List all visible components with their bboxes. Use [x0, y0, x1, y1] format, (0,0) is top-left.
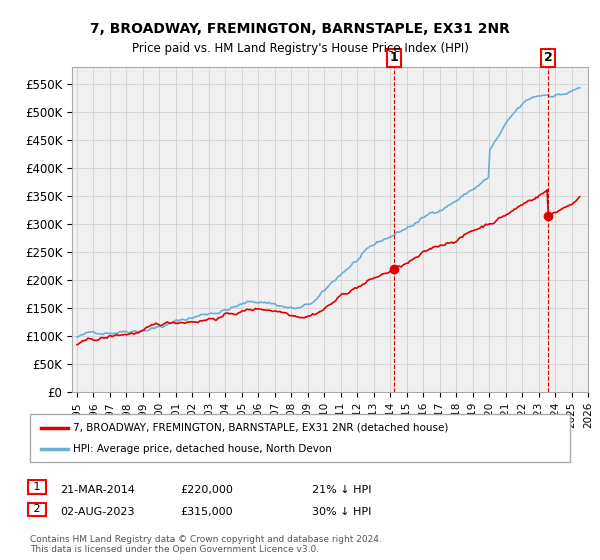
Text: 21% ↓ HPI: 21% ↓ HPI — [312, 485, 371, 495]
Text: Contains HM Land Registry data © Crown copyright and database right 2024.
This d: Contains HM Land Registry data © Crown c… — [30, 535, 382, 554]
Text: HPI: Average price, detached house, North Devon: HPI: Average price, detached house, Nort… — [73, 444, 332, 454]
Text: 21-MAR-2014: 21-MAR-2014 — [60, 485, 135, 495]
Text: 7, BROADWAY, FREMINGTON, BARNSTAPLE, EX31 2NR: 7, BROADWAY, FREMINGTON, BARNSTAPLE, EX3… — [90, 22, 510, 36]
Text: 7, BROADWAY, FREMINGTON, BARNSTAPLE, EX31 2NR (detached house): 7, BROADWAY, FREMINGTON, BARNSTAPLE, EX3… — [73, 423, 449, 433]
Text: 1: 1 — [389, 52, 398, 64]
Text: Price paid vs. HM Land Registry's House Price Index (HPI): Price paid vs. HM Land Registry's House … — [131, 42, 469, 55]
Text: 30% ↓ HPI: 30% ↓ HPI — [312, 507, 371, 517]
Text: 2: 2 — [544, 52, 553, 64]
Text: 1: 1 — [30, 482, 44, 492]
Text: £220,000: £220,000 — [180, 485, 233, 495]
FancyBboxPatch shape — [30, 414, 570, 462]
Text: 2: 2 — [30, 505, 44, 515]
Text: £315,000: £315,000 — [180, 507, 233, 517]
Text: 02-AUG-2023: 02-AUG-2023 — [60, 507, 134, 517]
